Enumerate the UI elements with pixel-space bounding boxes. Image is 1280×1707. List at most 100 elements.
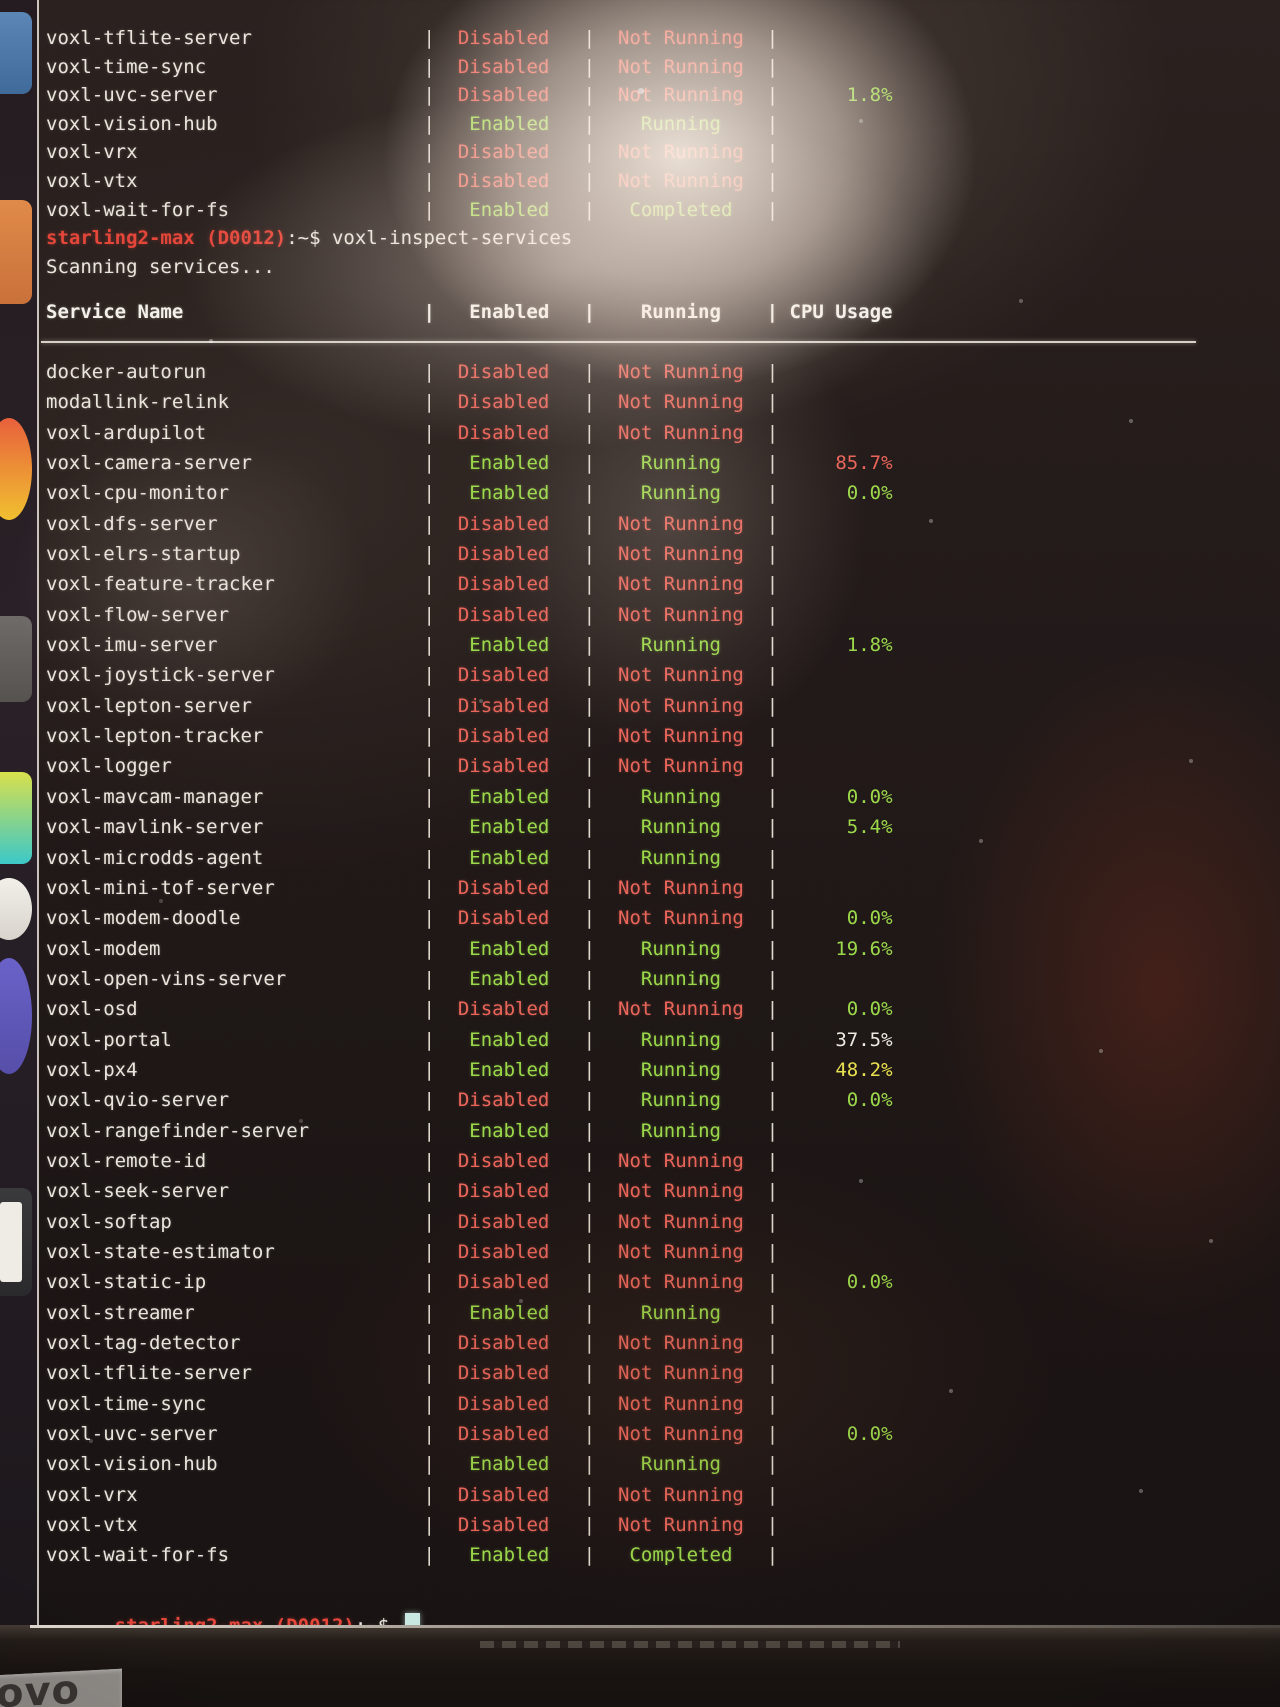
table-row: voxl-vision-hub | Enabled | Running | [46,1449,1280,1479]
column-separator: | [423,1210,435,1233]
column-separator: | [766,1392,779,1415]
header-divider [41,341,1196,343]
orange-app-icon[interactable] [0,200,32,304]
cpu-usage: 0.0% [778,1423,893,1446]
column-separator: | [766,1149,779,1172]
service-name: voxl-wait-for-fs [46,1544,424,1567]
photos-icon[interactable] [0,772,32,864]
column-separator: | [583,1453,596,1476]
column-separator: | [423,846,435,869]
column-separator: | [766,1271,779,1294]
table-row: voxl-imu-server | Enabled | Running | 1.… [46,630,1280,660]
blue-app-icon[interactable] [0,12,32,94]
service-name: voxl-camera-server [46,452,424,475]
service-name: voxl-ardupilot [46,421,424,444]
cpu-usage [778,573,892,595]
running-status: Running [595,482,767,505]
column-separator: | [766,141,779,164]
running-status: Not Running [595,694,767,717]
column-separator: | [583,937,596,960]
previous-prompt-line: starling2-max (D0012):~$ voxl-inspect-se… [46,224,1280,253]
services-table: docker-autorun | Disabled | Not Running … [46,357,1280,1571]
column-separator: | [766,1332,779,1354]
running-status: Not Running [595,876,767,899]
column-separator: | [583,1271,596,1294]
column-separator: | [583,1240,596,1263]
column-separator: | [583,1362,596,1385]
app-dock [0,0,37,1650]
column-separator: | [583,482,596,505]
column-separator: | [583,998,596,1021]
column-separator: | [766,694,779,717]
terminal-scrollback: voxl-tflite-server | Disabled | Not Runn… [46,24,1280,281]
column-separator: | [766,785,779,808]
service-name: voxl-mini-tof-server [46,876,424,899]
cpu-usage [778,543,892,565]
column-separator: | [583,694,596,717]
running-status: Not Running [595,573,767,596]
service-name: voxl-state-estimator [46,1240,424,1263]
terminal-icon[interactable] [0,1188,32,1296]
column-separator: | [423,421,435,444]
service-name: voxl-tag-detector [46,1332,424,1354]
monitor-bezel: ovo [0,1625,1280,1707]
purple-app-icon[interactable] [0,958,32,1074]
laptop-logo: ovo [0,1667,122,1707]
enabled-status: Disabled [434,694,584,717]
enabled-status: Disabled [434,1271,584,1294]
cpu-usage: 1.8% [778,84,893,107]
service-name: voxl-lepton-tracker [46,725,424,748]
bezel-edge-highlight [30,1625,1280,1628]
table-row: voxl-dfs-server | Disabled | Not Running… [46,509,1280,539]
enabled-status: Disabled [434,84,584,107]
column-separator: | [583,1028,596,1051]
table-row: voxl-tag-detector | Disabled | Not Runni… [46,1328,1280,1358]
command-text: voxl-inspect-services [331,227,573,250]
column-separator: | [766,998,779,1021]
column-separator: | [583,543,596,566]
enabled-status: Enabled [434,634,584,657]
column-separator: | [583,512,596,535]
terminal-window[interactable]: voxl-tflite-server | Disabled | Not Runn… [37,0,1280,1640]
browser-icon[interactable] [0,418,32,520]
table-row: voxl-microdds-agent | Enabled | Running … [46,843,1280,873]
running-status: Running [595,1119,767,1142]
service-name: voxl-wait-for-fs [46,198,424,221]
service-name: voxl-feature-tracker [46,573,424,596]
column-separator: | [583,1332,596,1354]
column-separator: | [583,664,596,687]
white-circle-icon[interactable] [0,878,32,940]
column-separator: | [423,785,435,808]
table-row: voxl-joystick-server | Disabled | Not Ru… [46,660,1280,690]
column-separator: | [583,169,596,192]
enabled-status: Disabled [434,876,584,899]
table-row: voxl-px4 | Enabled | Running | 48.2% [46,1055,1280,1085]
enabled-status: Disabled [434,512,584,535]
column-separator: | [766,725,779,748]
table-row: modallink-relink | Disabled | Not Runnin… [46,387,1280,417]
column-separator: | [423,1149,435,1172]
cpu-usage [778,391,892,413]
column-separator: | [766,169,779,192]
enabled-status: Enabled [434,967,584,990]
column-separator: | [423,573,435,596]
running-status: Running [595,846,767,869]
column-separator: | [766,634,779,657]
cpu-usage [778,1484,892,1506]
running-status: Not Running [595,1332,767,1354]
column-separator: | [583,1423,596,1446]
column-separator: | [423,967,435,990]
service-name: voxl-mavcam-manager [46,785,424,808]
enabled-status: Enabled [434,1544,584,1567]
cpu-usage [778,1180,892,1202]
cpu-usage [778,1362,892,1384]
column-separator: | [766,1089,779,1112]
column-separator: | [766,1180,779,1203]
enabled-status: Disabled [434,573,584,596]
table-row: voxl-portal | Enabled | Running | 37.5% [46,1025,1280,1055]
column-separator: | [583,1058,596,1081]
service-name: voxl-vtx [46,169,424,192]
enabled-status: Disabled [434,998,584,1021]
cpu-usage [778,604,892,626]
grey-app-icon[interactable] [0,616,32,702]
